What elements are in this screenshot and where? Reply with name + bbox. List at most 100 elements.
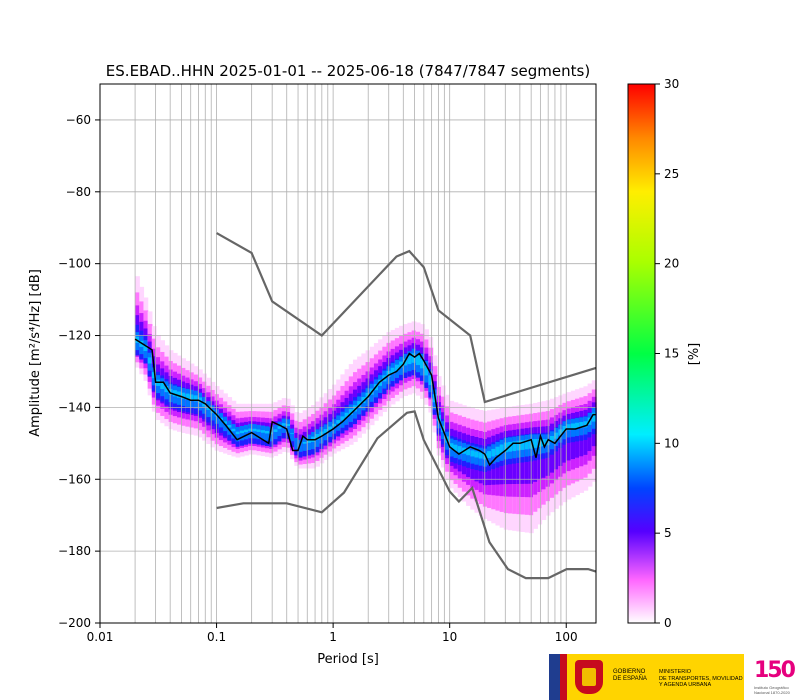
x-ticks: 0.01 0.1 1 10 100 [87,623,578,644]
heatmap-cell [415,355,421,366]
ministerio-text: MINISTERIO DE TRANSPORTES, MOVILIDAD Y A… [659,669,743,688]
spain-flag-icon [560,654,567,700]
heatmap-cell [323,429,329,434]
heatmap-cell [298,439,304,452]
heatmap-cell [449,443,455,450]
ign-anniversary-logo: 150 Instituto Geográfico Nacional 1870-2… [754,658,796,698]
x-tick-label: 1 [329,630,337,644]
colorbar-tick-label: 20 [664,257,679,271]
heatmap-cell [273,424,279,440]
heatmap-cell [495,446,501,456]
heatmap-cell [281,418,287,433]
heatmap-cell [227,425,233,428]
heatmap-cell [285,423,291,427]
heatmap-cell [248,428,254,432]
heatmap-cell [143,344,149,351]
heatmap-cell [403,358,409,366]
heatmap-cell [491,448,497,457]
heatmap-cell [549,435,555,443]
y-tick-label: −160 [58,472,91,486]
y-tick-label: −200 [58,616,91,630]
heatmap-cell [327,426,333,430]
heatmap-cell [181,392,186,399]
heatmap-cell [487,451,492,458]
heatmap-cell [499,444,505,454]
colorbar [627,83,656,624]
heatmap-cell [248,423,254,439]
gobierno-text: GOBIERNO DE ESPAÑA [613,669,647,682]
heatmap-cell [285,419,291,434]
heatmap-cell [424,365,429,376]
heatmap-cell [302,441,308,444]
y-tick-label: −140 [58,400,91,414]
heatmap-cell [336,420,342,424]
heatmap-cell [566,424,572,431]
heatmap-cell [453,444,459,451]
heatmap-cell [315,434,321,440]
x-axis-label: Period [s] [317,652,379,667]
heatmap-cell [260,430,266,433]
heatmap-cell [394,364,400,371]
heatmap-cell [189,394,195,401]
heatmap-cell [340,416,346,421]
heatmap-cell [503,442,509,453]
heatmap-cell [478,452,484,459]
x-tick-label: 0.01 [87,630,114,644]
heatmap-cell [290,433,295,435]
heatmap-cell [160,382,166,390]
heatmap-cell [533,439,538,448]
grid [99,84,596,624]
heatmap-cell [390,367,396,374]
heatmap-cell [591,412,597,422]
heatmap-cell [269,431,274,435]
y-tick-label: −100 [58,257,91,271]
heatmap-cell [256,429,262,432]
heatmap-cell [466,449,471,456]
heatmap-cell [420,358,425,369]
noise-model-lower-line [216,410,597,580]
heatmap-cell [407,355,413,365]
heatmap-cell [239,430,245,434]
heatmap-cell [164,386,170,393]
colorbar-tick-label: 10 [664,436,679,450]
heatmap-cell [575,422,580,429]
plot-frame [99,83,597,624]
heatmap-cell [264,430,270,434]
colorbar-tick-label: 15 [664,347,679,361]
colorbar-tick-label: 0 [664,616,672,630]
heatmap-cell [516,440,522,451]
heatmap-cell [411,353,417,363]
ign-number: 150 [754,658,796,683]
heatmap-cell [193,395,199,402]
heatmap-cell [239,425,245,441]
heatmap-cell [185,393,191,400]
coat-of-arms-icon [575,660,603,694]
heatmap-cell [256,424,262,440]
y-axis-label: Amplitude [m²/s⁴/Hz] [dB] [28,269,43,437]
heatmap-cell [520,440,526,450]
colorbar-ticks: 0 5 10 15 20 25 30 [655,77,679,630]
colorbar-tick-label: 5 [664,526,672,540]
y-tick-label: −180 [58,544,91,558]
heatmap-cell [554,432,559,439]
heatmap-cell [583,421,589,428]
heatmap-cell [428,375,434,386]
colorbar-tick-label: 25 [664,167,679,181]
mean-psd-line [134,338,596,467]
heatmap-cell [457,446,463,453]
x-tick-label: 0.1 [207,630,226,644]
heatmap-cell [290,428,295,442]
heatmap-cell [294,437,300,450]
heatmap-cell [172,390,178,397]
noise-model-upper-line [216,232,597,404]
colorbar-tick-label: 30 [664,77,679,91]
x-tick-label: 10 [442,630,457,644]
heatmap-cell [231,428,237,432]
heatmap-cell [264,426,270,441]
heatmap-cell [399,361,404,368]
y-tick-label: −120 [58,329,91,343]
heatmap-cell [541,439,547,447]
heatmap-cell [302,437,308,451]
heatmap-cell [378,379,383,386]
